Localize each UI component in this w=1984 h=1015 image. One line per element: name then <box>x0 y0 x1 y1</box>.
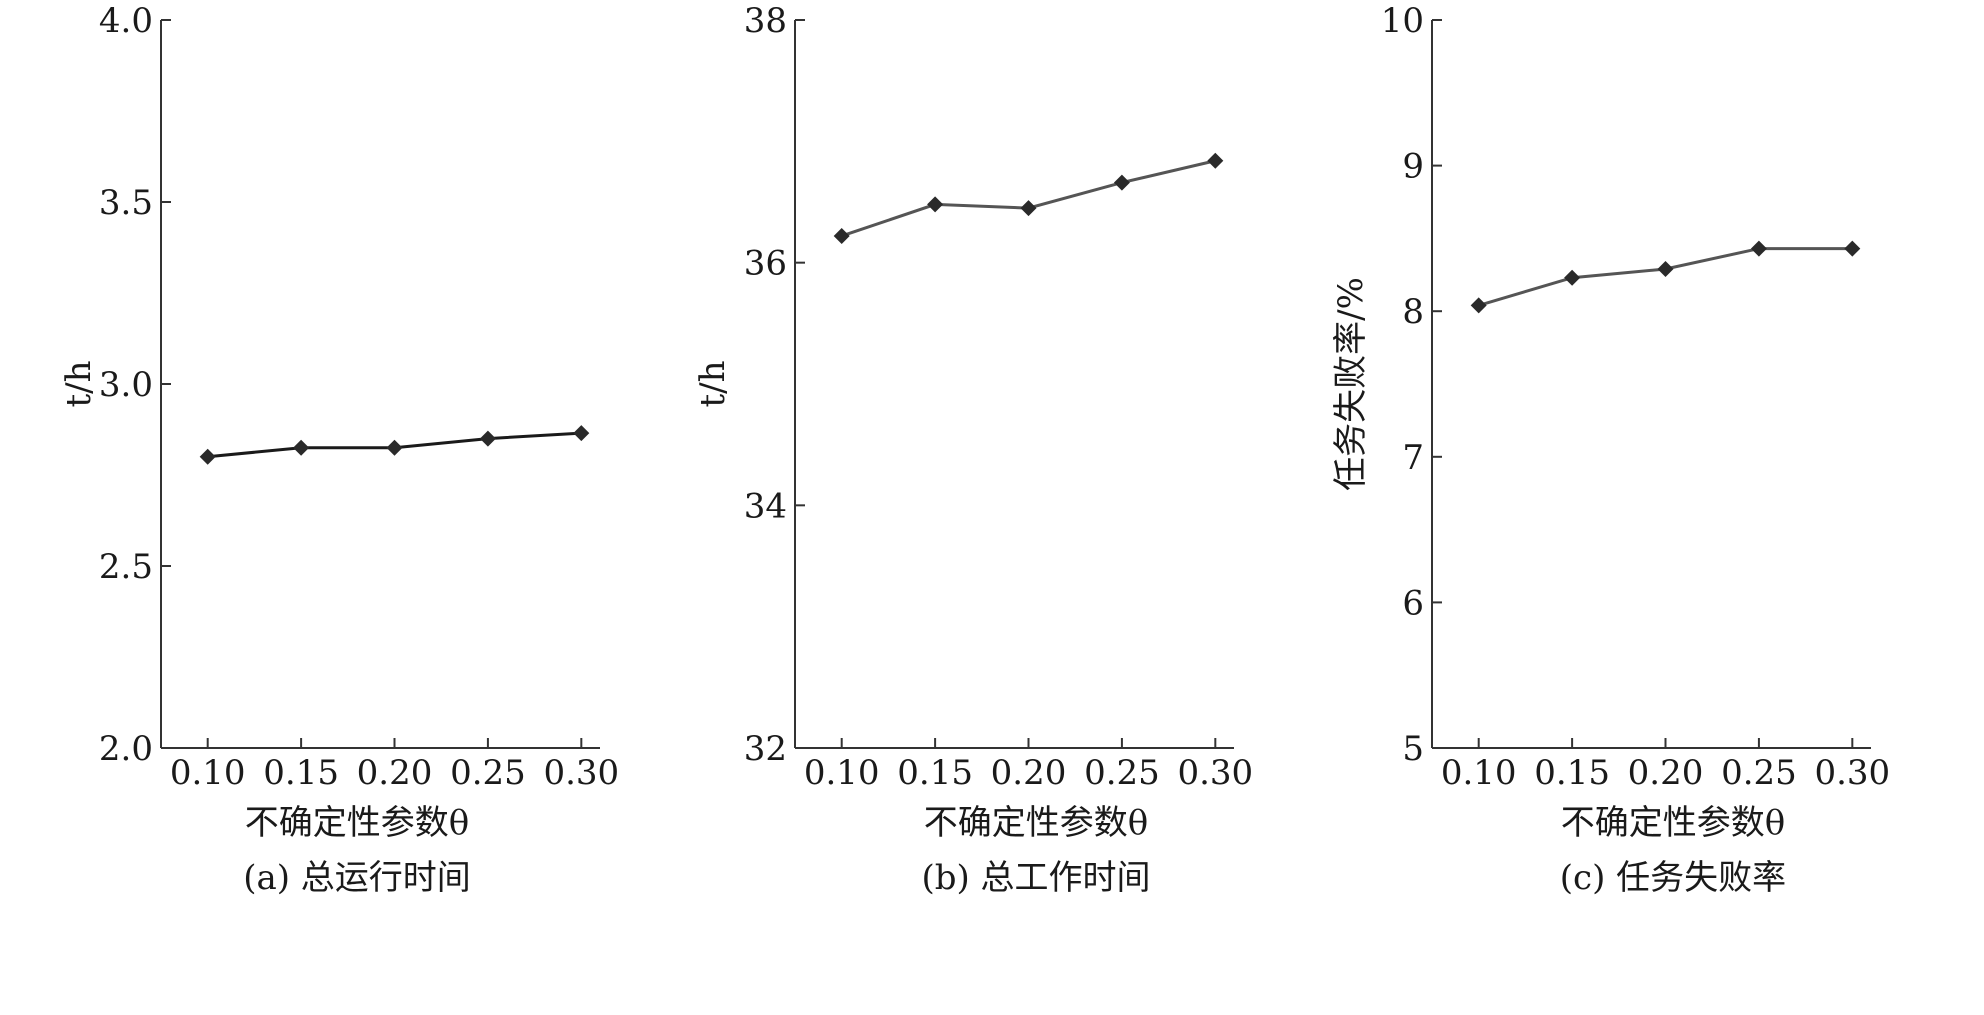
panel-a-x-tick-label: 0.10 <box>170 753 246 793</box>
panel-a-x-tick-label: 0.25 <box>450 753 526 793</box>
panel-c-x-ticks: 0.10 0.15 0.20 0.25 0.30 <box>1441 738 1890 793</box>
panel-c-data-point <box>1844 240 1861 257</box>
panel-c-x-tick-label: 0.10 <box>1441 753 1517 793</box>
panel-a-x-axis-title: 不确定性参数θ <box>245 803 469 843</box>
panel-b-data-point <box>1207 152 1224 169</box>
panel-b-series <box>833 152 1224 244</box>
panel-b-x-tick-label: 0.25 <box>1084 753 1160 793</box>
panel-b-x-axis-title: 不确定性参数θ <box>924 803 1148 843</box>
panel-c-x-tick-label: 0.15 <box>1534 753 1610 793</box>
panel-c-x-axis-title: 不确定性参数θ <box>1561 803 1785 843</box>
panel-a-y-ticks: 2.0 2.5 3.0 3.5 4.0 <box>99 1 171 769</box>
panel-a-x-tick-label: 0.20 <box>357 753 433 793</box>
panel-b-data-point <box>1020 200 1037 217</box>
panel-a-x-tick-label: 0.30 <box>543 753 619 793</box>
panel-b-y-tick-label: 34 <box>744 486 787 526</box>
panel-b-y-axis-title: t/h <box>693 360 733 407</box>
panel-c-y-tick-label: 5 <box>1402 729 1424 769</box>
panel-a-y-axis-title: t/h <box>59 360 99 407</box>
panel-a-y-tick-label: 3.5 <box>99 183 153 223</box>
panel-a-data-point <box>386 439 403 456</box>
panel-c-data-point <box>1750 240 1767 257</box>
panel-c-y-tick-label: 6 <box>1402 583 1424 623</box>
panel-c: 5 6 7 8 9 10 0.10 0.15 0.20 0.25 0.30 任务失败率/% 不确定… <box>1331 1 1890 898</box>
panel-c-data-point <box>1470 297 1487 314</box>
panel-a-y-tick-label: 2.0 <box>99 729 153 769</box>
panel-b: 32 34 36 38 0.10 0.15 0.20 0.25 0.30 t/h 不确定性参数… <box>693 1 1253 898</box>
panel-b-y-tick-label: 32 <box>744 729 787 769</box>
panel-a-series <box>199 425 590 465</box>
panel-a-x-tick-label: 0.15 <box>263 753 339 793</box>
panel-b-x-tick-label: 0.30 <box>1177 753 1253 793</box>
panel-a-caption: (a) 总运行时间 <box>243 858 471 898</box>
panel-c-y-axis-title: 任务失败率/% <box>1331 277 1371 491</box>
panel-b-data-point <box>833 227 850 244</box>
panel-b-x-tick-label: 0.15 <box>897 753 973 793</box>
panel-b-series-line <box>841 159 1216 238</box>
panel-c-x-tick-label: 0.30 <box>1814 753 1890 793</box>
panel-c-y-tick-label: 10 <box>1381 1 1424 41</box>
panel-a-data-point <box>199 448 216 465</box>
panel-a-y-tick-label: 2.5 <box>99 547 153 587</box>
panel-c-caption: (c) 任务失败率 <box>1560 858 1786 898</box>
panel-a-y-tick-label: 3.0 <box>99 365 153 405</box>
panel-a-data-point <box>573 425 590 442</box>
panel-c-y-tick-label: 7 <box>1402 438 1424 478</box>
panel-c-x-tick-label: 0.25 <box>1721 753 1797 793</box>
panel-a: 2.0 2.5 3.0 3.5 4.0 0.10 0.15 0.20 0.25 0.30 t/h… <box>59 1 619 898</box>
panel-c-x-tick-label: 0.20 <box>1628 753 1704 793</box>
panel-b-y-ticks: 32 34 36 38 <box>744 1 805 769</box>
panel-b-x-ticks: 0.10 0.15 0.20 0.25 0.30 <box>804 738 1253 793</box>
panel-a-data-point <box>293 439 310 456</box>
panel-b-y-tick-label: 36 <box>744 244 787 284</box>
panel-b-x-tick-label: 0.20 <box>991 753 1067 793</box>
panel-b-caption: (b) 总工作时间 <box>921 858 1150 898</box>
panel-c-data-point <box>1657 260 1674 277</box>
panel-c-series-line <box>1478 247 1853 307</box>
panel-b-data-point <box>1113 174 1130 191</box>
panel-c-y-ticks: 5 6 7 8 9 10 <box>1381 1 1442 769</box>
panel-a-x-ticks: 0.10 0.15 0.20 0.25 0.30 <box>170 738 619 793</box>
panel-a-y-tick-label: 4.0 <box>99 1 153 41</box>
panel-c-data-point <box>1564 269 1581 286</box>
panel-c-y-tick-label: 8 <box>1402 292 1424 332</box>
panel-c-series <box>1470 240 1861 314</box>
panel-b-y-tick-label: 38 <box>744 1 787 41</box>
panel-b-data-point <box>927 196 944 213</box>
panel-a-data-point <box>479 430 496 447</box>
panel-b-x-tick-label: 0.10 <box>804 753 880 793</box>
panel-c-y-tick-label: 9 <box>1402 147 1424 187</box>
